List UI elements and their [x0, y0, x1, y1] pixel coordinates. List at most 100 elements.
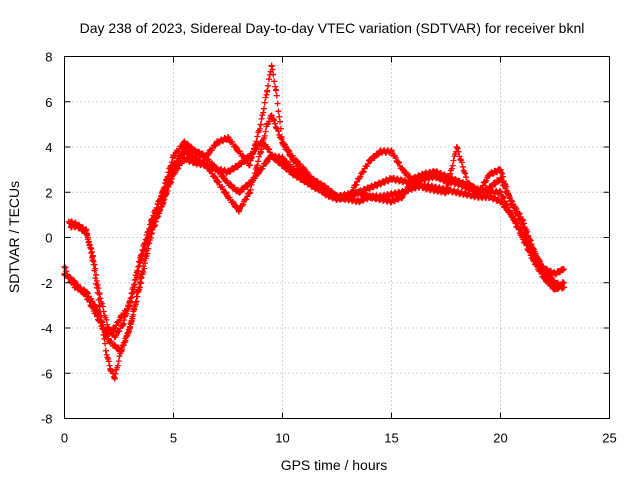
data-point	[519, 220, 526, 227]
data-point	[388, 191, 395, 198]
data-point	[181, 139, 188, 146]
data-point	[464, 180, 471, 187]
y-tick-label: -6	[41, 366, 53, 381]
data-point	[235, 189, 242, 196]
data-point	[312, 177, 319, 184]
y-tick-label: -8	[41, 412, 53, 427]
data-point	[126, 297, 133, 304]
data-point	[552, 270, 558, 277]
data-point	[432, 186, 439, 193]
data-point	[96, 291, 103, 298]
data-point	[118, 347, 125, 354]
data-point	[268, 153, 275, 160]
series-day-4	[68, 62, 567, 341]
data-point	[497, 189, 504, 196]
data-point	[264, 157, 271, 164]
data-point	[192, 155, 199, 162]
data-point	[453, 189, 460, 196]
data-point	[421, 171, 428, 178]
data-point	[181, 155, 188, 162]
data-point	[443, 189, 449, 196]
series-day-3	[61, 112, 567, 355]
data-point	[65, 218, 72, 225]
data-point	[203, 153, 210, 160]
data-point	[126, 325, 133, 331]
data-point	[508, 211, 515, 218]
data-point	[355, 175, 362, 182]
data-point	[264, 144, 271, 150]
data-point	[74, 223, 81, 230]
data-point	[486, 171, 493, 178]
data-point	[72, 279, 79, 286]
data-point	[541, 266, 548, 273]
data-point	[453, 144, 460, 150]
data-point	[410, 177, 417, 184]
data-point	[355, 198, 362, 205]
data-point	[486, 189, 493, 196]
data-point	[137, 252, 144, 259]
y-tick-label: 4	[45, 140, 52, 155]
gridlines	[64, 56, 610, 419]
axis-ticks: 0 5 10 15 20 25 -8 -6 -4 -2 0 2 4 6 8	[41, 50, 617, 446]
data-point	[388, 148, 395, 155]
data-point	[552, 286, 558, 293]
data-point	[334, 193, 340, 200]
data-point	[111, 374, 118, 381]
data-point	[257, 121, 264, 128]
data-point	[170, 153, 177, 160]
data-point	[399, 166, 406, 173]
data-point	[399, 193, 406, 200]
data-point	[279, 155, 286, 162]
x-tick-label: 0	[61, 431, 68, 446]
data-point	[137, 275, 144, 282]
data-point	[388, 198, 395, 205]
data-point	[105, 325, 112, 331]
data-point	[453, 177, 460, 184]
data-point	[225, 168, 231, 175]
chart-title: Day 238 of 2023, Sidereal Day-to-day VTE…	[80, 20, 585, 36]
x-tick-label: 20	[493, 431, 507, 446]
data-point	[560, 266, 567, 273]
data-point	[366, 157, 373, 164]
data-point	[366, 184, 373, 191]
data-point	[246, 162, 253, 169]
data-point	[89, 252, 96, 259]
y-tick-label: 2	[45, 185, 52, 200]
data-point	[225, 134, 231, 141]
data-point	[214, 139, 221, 146]
data-point	[541, 275, 548, 282]
data-point	[107, 365, 114, 372]
data-point	[475, 189, 482, 196]
data-point	[83, 229, 90, 236]
data-point	[377, 196, 384, 203]
data-point	[432, 168, 439, 175]
y-tick-label: 6	[45, 95, 52, 110]
data-point	[268, 112, 275, 119]
data-point	[377, 180, 384, 187]
data-point	[235, 162, 242, 169]
data-point	[111, 334, 118, 341]
data-point	[443, 173, 449, 180]
data-point	[203, 162, 210, 169]
data-point	[388, 175, 395, 182]
x-tick-label: 15	[384, 431, 398, 446]
data-point	[225, 193, 231, 200]
data-point	[111, 325, 118, 331]
data-point	[214, 177, 221, 184]
data-point	[83, 293, 90, 300]
data-point	[508, 200, 515, 207]
data-point	[246, 189, 253, 196]
data-point	[235, 148, 242, 155]
data-point	[290, 157, 297, 164]
data-point	[264, 121, 271, 128]
data-point	[120, 320, 127, 327]
data-point	[344, 196, 351, 203]
data-point	[102, 347, 109, 354]
data-point	[264, 87, 271, 94]
data-marks	[61, 62, 567, 382]
x-tick-label: 10	[275, 431, 289, 446]
series-plus-markers	[61, 113, 567, 355]
data-point	[377, 148, 384, 155]
data-point	[111, 343, 118, 350]
